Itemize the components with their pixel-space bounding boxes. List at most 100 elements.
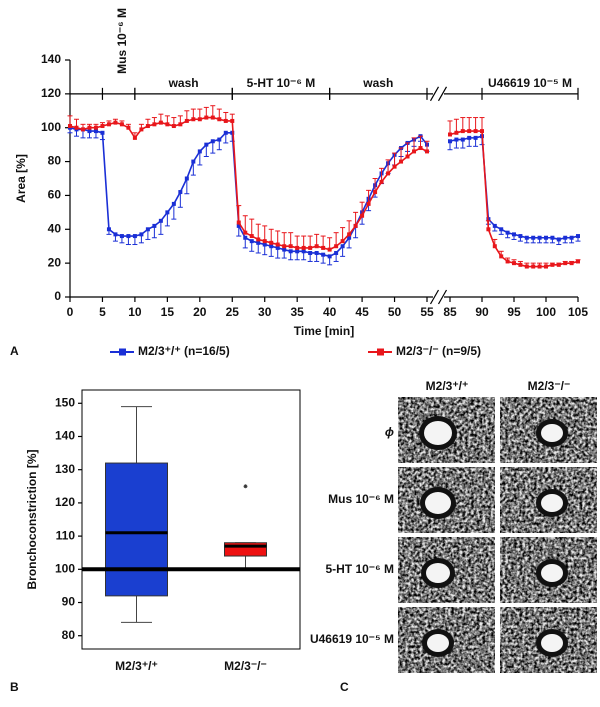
marker — [282, 247, 287, 252]
phase-label: U46619 10⁻⁵ M — [488, 76, 572, 90]
marker — [524, 235, 529, 240]
marker — [563, 235, 568, 240]
legend-marker — [377, 348, 384, 356]
marker — [158, 218, 163, 223]
axis-break — [437, 86, 448, 102]
phase-label: 5-HT 10⁻⁶ M — [247, 76, 316, 90]
x-tick-label: M2/3⁺/⁺ — [115, 659, 158, 673]
marker — [74, 125, 79, 130]
marker — [165, 122, 170, 127]
marker — [321, 245, 326, 250]
marker — [256, 237, 261, 242]
marker — [537, 235, 542, 240]
marker — [334, 250, 339, 255]
marker — [531, 235, 536, 240]
marker — [448, 132, 452, 137]
marker — [119, 122, 124, 127]
airway-lumen — [427, 634, 449, 652]
marker — [210, 115, 215, 120]
marker — [480, 129, 484, 134]
marker — [366, 201, 371, 206]
marker — [119, 234, 124, 239]
image-panel — [398, 397, 597, 673]
marker — [531, 264, 536, 269]
airway-lumen — [424, 421, 452, 445]
marker — [473, 135, 478, 140]
marker — [191, 159, 196, 164]
marker — [340, 244, 345, 249]
panel-label: C — [340, 680, 349, 694]
box — [105, 462, 168, 597]
marker — [184, 118, 189, 123]
marker — [80, 127, 85, 132]
marker — [537, 264, 542, 269]
marker — [139, 232, 144, 237]
marker — [184, 176, 189, 181]
marker — [314, 244, 319, 249]
marker — [106, 122, 111, 127]
panel-label: A — [10, 344, 19, 358]
airway-lumen — [541, 424, 563, 442]
marker — [392, 164, 397, 169]
marker — [499, 254, 504, 259]
marker — [544, 264, 548, 269]
marker — [243, 230, 248, 235]
marker — [249, 239, 254, 244]
marker — [87, 125, 92, 130]
marker — [269, 244, 274, 249]
marker — [139, 127, 144, 132]
marker — [197, 117, 202, 122]
x-tick-label: 5 — [99, 305, 106, 319]
marker — [518, 262, 523, 267]
marker — [223, 130, 228, 135]
y-axis-title: Area [%] — [14, 154, 28, 203]
marker — [576, 234, 580, 239]
x-tick-label: 15 — [161, 305, 175, 319]
marker — [236, 220, 241, 225]
marker — [230, 118, 235, 123]
airway-lumen — [541, 564, 563, 582]
airway-lumen — [425, 492, 451, 514]
marker — [373, 190, 378, 195]
marker — [158, 120, 163, 125]
marker — [178, 122, 183, 127]
marker — [353, 223, 358, 228]
marker — [327, 247, 332, 252]
y-tick-label: 120 — [41, 86, 61, 100]
marker — [340, 239, 345, 244]
marker — [486, 227, 491, 232]
marker — [379, 179, 384, 184]
marker — [191, 117, 196, 122]
marker — [505, 259, 510, 264]
x-tick-label: 95 — [507, 305, 521, 319]
x-tick-label: 20 — [193, 305, 207, 319]
marker — [563, 261, 568, 266]
marker — [518, 234, 523, 239]
marker — [217, 117, 222, 122]
x-axis-title: Time [min] — [294, 324, 354, 338]
x-tick-label: 35 — [291, 305, 305, 319]
panel-label: B — [10, 680, 19, 694]
y-tick-label: 100 — [55, 561, 75, 575]
y-tick-label: 110 — [56, 528, 76, 542]
marker — [347, 232, 352, 237]
marker — [492, 223, 497, 228]
marker — [223, 118, 228, 123]
marker — [204, 142, 209, 147]
marker — [308, 250, 313, 255]
marker — [132, 135, 137, 140]
y-axis-title: Bronchoconstriction [%] — [25, 449, 39, 589]
marker — [334, 244, 339, 249]
marker — [282, 244, 287, 249]
marker — [256, 240, 261, 245]
marker — [93, 129, 98, 134]
marker — [512, 232, 516, 237]
marker — [492, 244, 497, 249]
y-tick-label: 130 — [55, 462, 75, 476]
marker — [399, 159, 404, 164]
marker — [178, 190, 183, 195]
marker — [295, 245, 300, 250]
phase-label: wash — [362, 76, 393, 90]
x-tick-label: 50 — [388, 305, 402, 319]
marker — [454, 130, 459, 135]
